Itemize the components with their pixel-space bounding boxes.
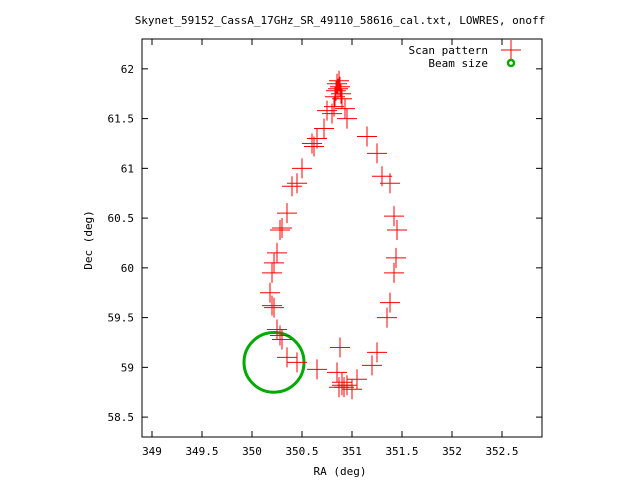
scan-point — [331, 83, 351, 104]
scan-point — [267, 242, 287, 263]
y-tick-label: 60 — [121, 262, 134, 275]
scan-point — [387, 220, 407, 241]
x-tick-label: 351 — [342, 445, 362, 458]
scan-point — [307, 128, 327, 149]
y-tick-label: 59 — [121, 361, 134, 374]
scan-point — [270, 325, 290, 346]
x-tick-label: 350.5 — [285, 445, 318, 458]
scan-point — [372, 166, 392, 187]
scan-point — [332, 88, 352, 109]
scan-point — [287, 352, 307, 373]
scan-point — [328, 78, 348, 99]
x-axis-label: RA (deg) — [314, 465, 367, 478]
scan-point — [330, 337, 350, 358]
scan-point — [272, 218, 292, 239]
scan-point — [342, 379, 362, 400]
scan-point — [282, 176, 302, 197]
scan-point — [262, 295, 282, 316]
plot-area-frame — [141, 38, 543, 438]
scan-pattern-series — [260, 70, 407, 400]
x-tick-label: 349.5 — [185, 445, 218, 458]
legend: Scan pattern Beam size — [409, 40, 521, 70]
scan-point — [384, 262, 404, 283]
scan-point — [367, 342, 387, 363]
scan-point — [334, 377, 354, 398]
scan-point — [326, 80, 346, 101]
scan-point — [357, 126, 377, 147]
scan-point — [277, 203, 297, 224]
scan-point — [260, 282, 280, 303]
scan-point — [327, 362, 347, 383]
scan-point — [377, 307, 397, 328]
x-axis-ticks: 349 349.5 350 350.5 351 351.5 352 352.5 — [142, 39, 519, 458]
y-tick-label: 61 — [121, 162, 134, 175]
scan-point — [270, 220, 290, 241]
scan-point — [380, 292, 400, 313]
y-axis-ticks: 58.5 59 59.5 60 60.5 61 61.5 62 — [108, 63, 542, 424]
scan-point — [272, 329, 292, 350]
x-tick-label: 352.5 — [485, 445, 518, 458]
legend-label-scan-pattern: Scan pattern — [409, 44, 488, 57]
scan-point — [322, 103, 342, 124]
chart-title: Skynet_59152_CassA_17GHz_SR_49110_58616_… — [135, 14, 546, 27]
scan-point — [332, 375, 352, 396]
x-tick-label: 349 — [142, 445, 162, 458]
scan-point — [317, 100, 337, 121]
x-tick-label: 350 — [242, 445, 262, 458]
scan-point — [386, 247, 406, 268]
y-tick-label: 61.5 — [108, 113, 135, 126]
scan-point — [304, 136, 324, 157]
scan-point — [277, 347, 297, 368]
scan-point — [264, 297, 284, 318]
legend-label-beam-size: Beam size — [428, 57, 488, 70]
scan-point — [264, 252, 284, 273]
scan-point — [362, 355, 382, 376]
legend-marker-beam-size — [506, 58, 516, 68]
scan-point — [384, 206, 404, 227]
scan-point — [287, 173, 307, 194]
scan-point — [329, 70, 349, 91]
legend-marker-scan-pattern — [501, 40, 521, 60]
y-tick-label: 60.5 — [108, 212, 135, 225]
scan-point — [292, 158, 312, 179]
scan-point — [337, 108, 357, 129]
y-tick-label: 58.5 — [108, 411, 135, 424]
scan-point — [262, 262, 282, 283]
scan-point — [307, 359, 327, 380]
scan-point — [302, 133, 322, 154]
y-axis-label: Dec (deg) — [82, 210, 95, 270]
scan-point — [267, 319, 287, 340]
scan-point — [335, 98, 355, 119]
scan-point — [367, 143, 387, 164]
x-tick-label: 351.5 — [385, 445, 418, 458]
y-tick-label: 62 — [121, 63, 134, 76]
y-tick-label: 59.5 — [108, 312, 135, 325]
scan-point — [347, 369, 367, 390]
x-tick-label: 352 — [442, 445, 462, 458]
